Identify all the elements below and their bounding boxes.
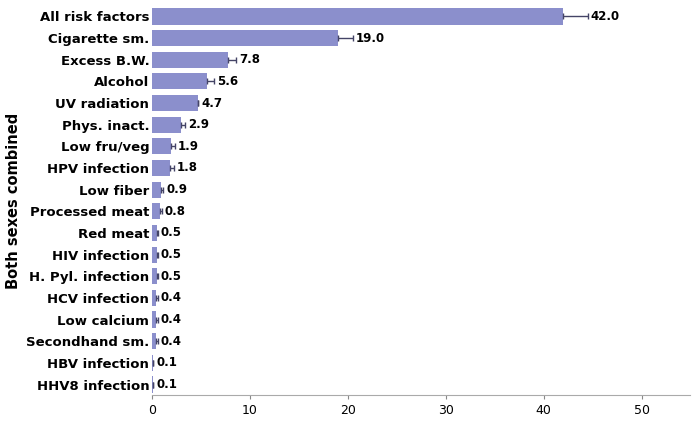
Bar xyxy=(152,203,160,220)
Bar xyxy=(152,52,228,68)
Bar xyxy=(152,247,157,263)
Bar xyxy=(152,30,338,46)
Text: 0.4: 0.4 xyxy=(161,291,182,305)
Text: 1.9: 1.9 xyxy=(177,140,198,153)
Text: 0.8: 0.8 xyxy=(165,205,186,218)
Text: 0.4: 0.4 xyxy=(161,335,182,348)
Bar xyxy=(152,355,153,371)
Bar xyxy=(152,225,157,241)
Text: 42.0: 42.0 xyxy=(591,10,619,23)
Text: 2.9: 2.9 xyxy=(189,118,209,131)
Bar xyxy=(152,73,207,90)
Text: 1.8: 1.8 xyxy=(177,162,198,175)
Text: 0.5: 0.5 xyxy=(161,226,182,239)
Text: 0.9: 0.9 xyxy=(166,183,187,196)
Text: 0.5: 0.5 xyxy=(161,270,182,283)
Bar xyxy=(152,268,157,284)
Text: 0.4: 0.4 xyxy=(161,313,182,326)
Text: 0.5: 0.5 xyxy=(161,248,182,261)
Bar xyxy=(152,160,170,176)
Bar xyxy=(152,311,156,328)
Bar xyxy=(152,181,161,198)
Text: 7.8: 7.8 xyxy=(239,53,260,66)
Bar xyxy=(152,8,563,25)
Text: 0.1: 0.1 xyxy=(156,378,177,391)
Bar xyxy=(152,376,153,393)
Text: 4.7: 4.7 xyxy=(201,96,222,110)
Bar xyxy=(152,138,171,154)
Bar xyxy=(152,95,198,111)
Bar xyxy=(152,333,156,349)
Bar xyxy=(152,117,180,133)
Bar xyxy=(152,290,156,306)
Text: 19.0: 19.0 xyxy=(356,32,385,44)
Text: 0.1: 0.1 xyxy=(156,357,177,369)
Y-axis label: Both sexes combined: Both sexes combined xyxy=(6,113,21,288)
Text: 5.6: 5.6 xyxy=(216,75,238,88)
